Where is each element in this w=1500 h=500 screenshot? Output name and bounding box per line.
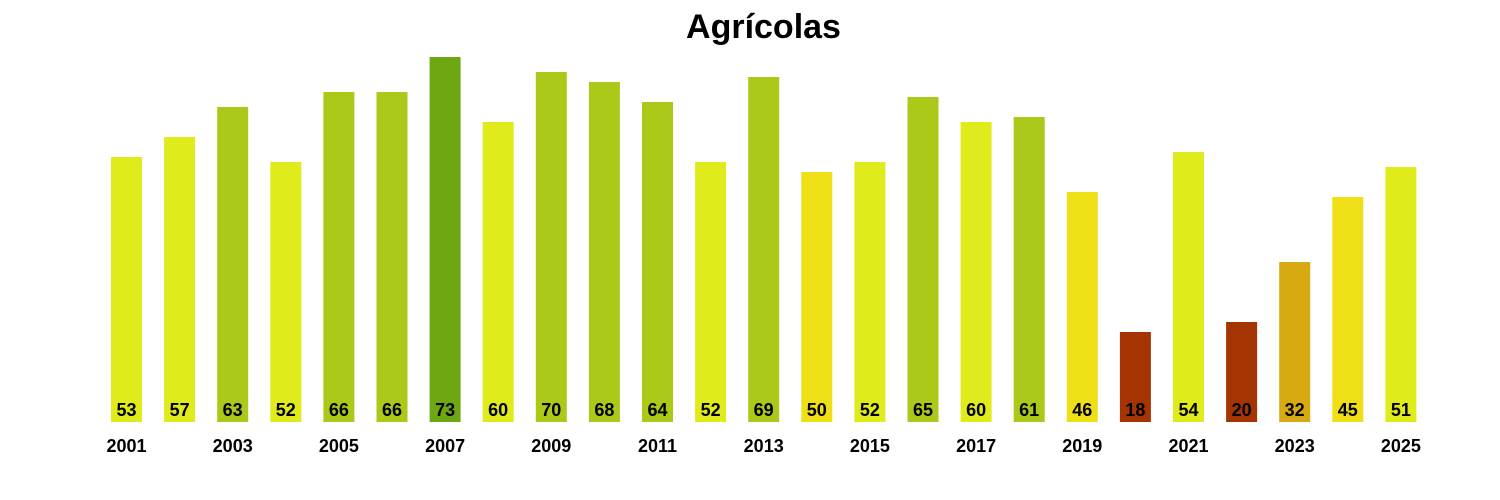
value-label-2011: 64 <box>647 400 667 420</box>
x-tick-label-2019: 2019 <box>1062 436 1102 456</box>
x-tick-label-2021: 2021 <box>1168 436 1208 456</box>
x-tick-label-2017: 2017 <box>956 436 996 456</box>
value-label-2017: 60 <box>966 400 986 420</box>
bar-2018 <box>1013 117 1045 422</box>
x-tick-label-2011: 2011 <box>638 436 677 456</box>
bar-2020 <box>1119 332 1151 422</box>
bar-2015 <box>854 162 886 422</box>
x-tick-label-2003: 2003 <box>213 436 253 456</box>
value-label-2003: 63 <box>223 400 243 420</box>
bar-2011 <box>642 102 673 422</box>
value-label-2016: 65 <box>913 400 933 420</box>
bar-2014 <box>801 172 833 422</box>
value-label-2012: 52 <box>701 400 721 420</box>
chart-title: Agrícolas <box>686 8 841 46</box>
value-label-2024: 45 <box>1338 400 1358 420</box>
value-label-2021: 54 <box>1178 400 1198 420</box>
bar-2013 <box>748 77 780 422</box>
bar-2024 <box>1332 197 1364 422</box>
bar-2008 <box>482 122 514 422</box>
value-label-2018: 61 <box>1019 400 1039 420</box>
bar-2003 <box>217 107 249 422</box>
value-label-2004: 52 <box>276 400 296 420</box>
bar-2023 <box>1279 262 1311 422</box>
x-tick-label-2007: 2007 <box>425 436 465 456</box>
bar-2006 <box>376 92 408 422</box>
x-tick-label-2009: 2009 <box>531 436 571 456</box>
bar-2025 <box>1385 167 1417 422</box>
bar-2019 <box>1066 192 1098 422</box>
x-tick-label-2023: 2023 <box>1275 436 1315 456</box>
x-tick-label-2013: 2013 <box>744 436 784 456</box>
bar-2007 <box>429 57 461 422</box>
bar-2002 <box>164 137 196 422</box>
value-label-2007: 73 <box>435 400 455 420</box>
x-tick-label-2015: 2015 <box>850 436 890 456</box>
value-label-2025: 51 <box>1391 400 1411 420</box>
bar-2010 <box>588 82 620 422</box>
value-label-2002: 57 <box>170 400 190 420</box>
value-label-2010: 68 <box>594 400 614 420</box>
bar-2009 <box>535 72 567 422</box>
value-label-2013: 69 <box>754 400 774 420</box>
value-label-2019: 46 <box>1072 400 1092 420</box>
value-label-2014: 50 <box>807 400 827 420</box>
x-tick-label-2001: 2001 <box>106 436 146 456</box>
bar-2001 <box>111 157 142 422</box>
value-label-2015: 52 <box>860 400 880 420</box>
bar-2016 <box>907 97 939 422</box>
bar-2005 <box>323 92 355 422</box>
value-label-2023: 32 <box>1285 400 1305 420</box>
bar-2021 <box>1173 152 1204 422</box>
value-label-2020: 18 <box>1125 400 1145 420</box>
bar-2022 <box>1226 322 1258 422</box>
bar-2012 <box>695 162 727 422</box>
bar-2004 <box>270 162 302 422</box>
value-label-2009: 70 <box>541 400 561 420</box>
value-label-2022: 20 <box>1232 400 1252 420</box>
value-label-2006: 66 <box>382 400 402 420</box>
x-tick-label-2005: 2005 <box>319 436 359 456</box>
bar-2017 <box>960 122 992 422</box>
value-label-2008: 60 <box>488 400 508 420</box>
value-label-2005: 66 <box>329 400 349 420</box>
x-tick-label-2025: 2025 <box>1381 436 1421 456</box>
value-label-2001: 53 <box>116 400 136 420</box>
